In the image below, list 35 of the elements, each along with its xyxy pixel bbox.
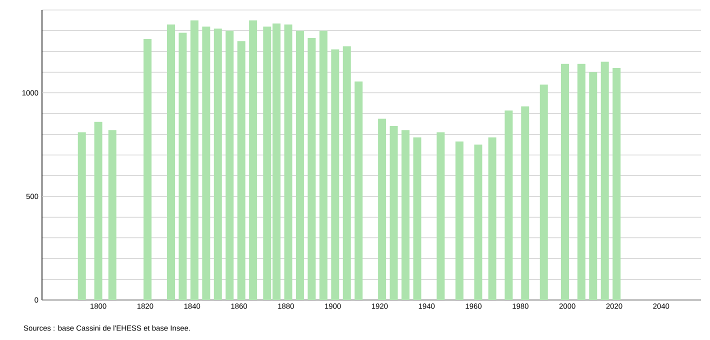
bar (108, 130, 116, 300)
bar (390, 126, 398, 300)
bar (612, 68, 621, 300)
bar (354, 81, 363, 300)
bar (342, 46, 351, 300)
bar (249, 20, 258, 300)
bar (308, 38, 316, 300)
bar (78, 132, 86, 300)
bar (413, 137, 422, 300)
bar (488, 137, 496, 300)
bar (560, 64, 569, 300)
bar (284, 24, 292, 300)
bar (577, 64, 586, 300)
bar (94, 122, 102, 300)
bar (237, 41, 246, 300)
bar (504, 110, 513, 300)
bar (540, 84, 548, 300)
bar (589, 72, 598, 300)
bar (202, 26, 210, 300)
bar (214, 28, 222, 300)
bar (378, 118, 386, 300)
bar (402, 130, 410, 300)
bar (436, 132, 445, 300)
bar (319, 30, 328, 300)
bar (474, 144, 482, 300)
bar (331, 49, 340, 300)
bar (190, 20, 198, 300)
bar (166, 24, 175, 300)
bar (178, 32, 187, 300)
bar (521, 106, 530, 300)
bar (455, 142, 464, 300)
bar (226, 30, 234, 300)
bar (144, 38, 152, 300)
bar (296, 30, 304, 300)
bar (600, 62, 609, 300)
